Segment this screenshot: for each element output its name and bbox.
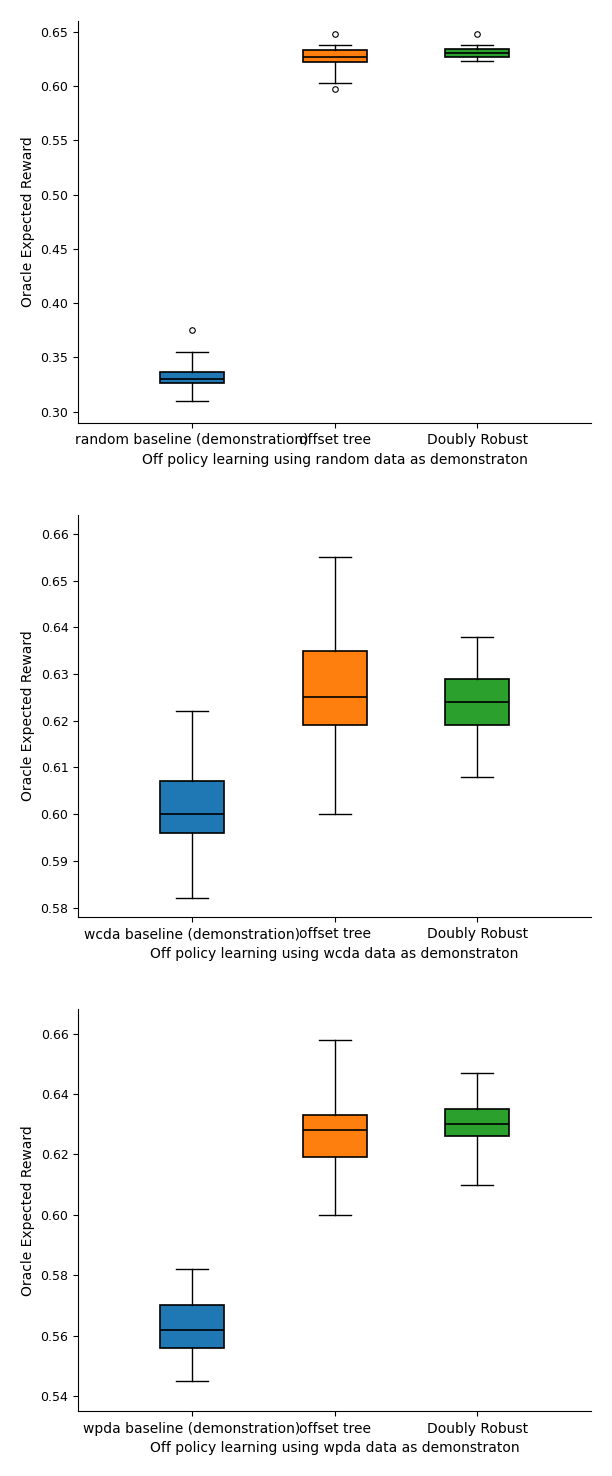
PathPatch shape: [445, 1108, 509, 1137]
X-axis label: Off policy learning using wpda data as demonstraton: Off policy learning using wpda data as d…: [150, 1441, 520, 1455]
PathPatch shape: [302, 1116, 367, 1157]
PathPatch shape: [160, 372, 224, 384]
Y-axis label: Oracle Expected Reward: Oracle Expected Reward: [21, 136, 35, 307]
PathPatch shape: [302, 651, 367, 725]
Y-axis label: Oracle Expected Reward: Oracle Expected Reward: [21, 630, 35, 801]
PathPatch shape: [445, 679, 509, 725]
X-axis label: Off policy learning using random data as demonstraton: Off policy learning using random data as…: [142, 453, 528, 466]
PathPatch shape: [160, 1305, 224, 1348]
PathPatch shape: [160, 781, 224, 832]
X-axis label: Off policy learning using wcda data as demonstraton: Off policy learning using wcda data as d…: [151, 946, 519, 961]
PathPatch shape: [302, 50, 367, 62]
PathPatch shape: [445, 49, 509, 56]
Y-axis label: Oracle Expected Reward: Oracle Expected Reward: [21, 1125, 35, 1296]
